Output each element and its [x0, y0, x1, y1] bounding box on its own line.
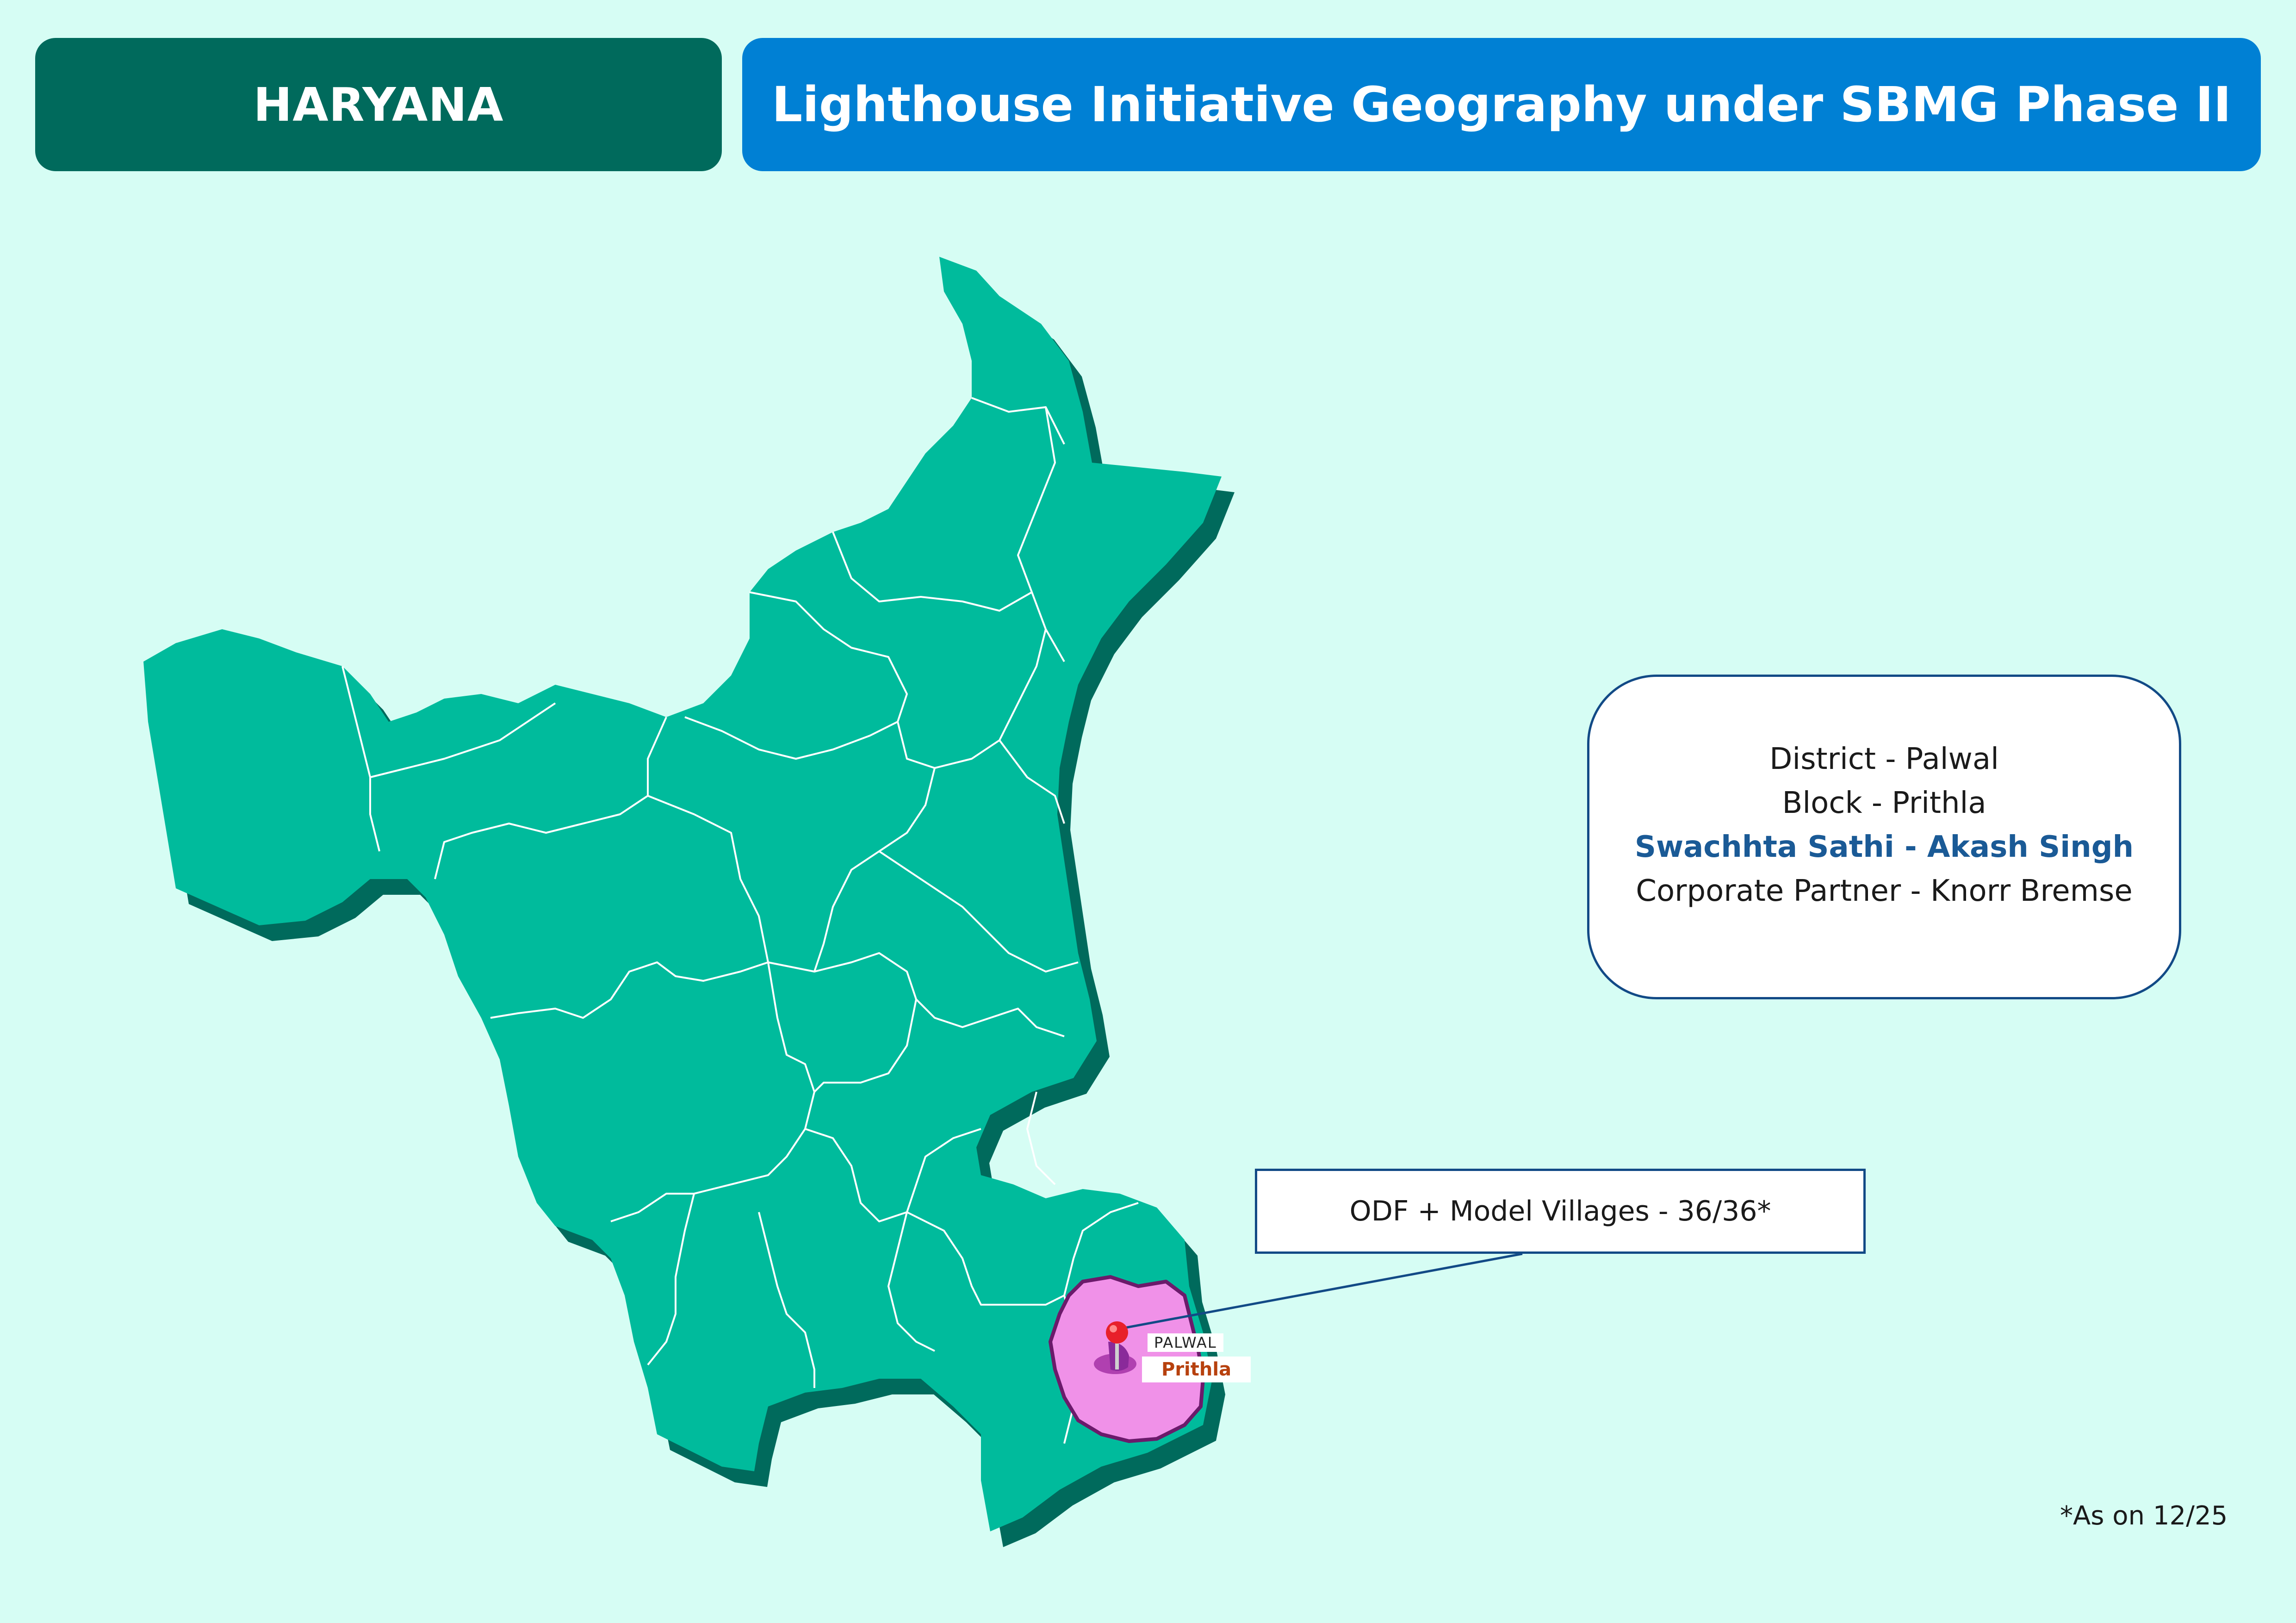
odf-callout-text: ODF + Model Villages - 36/36*: [1349, 1195, 1771, 1227]
state-outline: [143, 257, 1222, 1531]
footnote: *As on 12/25: [2060, 1501, 2228, 1531]
state-title: HARYANA: [253, 77, 504, 132]
district-boundaries: [341, 397, 1139, 1444]
district-info: District - Palwal: [1769, 742, 1999, 776]
district-map-label: PALWAL: [1148, 1333, 1223, 1352]
map-pin-icon: [1094, 1321, 1136, 1374]
block-map-label: Prithla: [1142, 1357, 1251, 1382]
odf-callout-box: ODF + Model Villages - 36/36*: [1255, 1169, 1866, 1254]
page-title-box: Lighthouse Initiative Geography under SB…: [742, 38, 2261, 171]
info-card: District - Palwal Block - Prithla Swachh…: [1587, 675, 2181, 999]
swachhta-sathi-info: Swachhta Sathi - Akash Singh: [1634, 830, 2134, 864]
page-title: Lighthouse Initiative Geography under SB…: [771, 76, 2232, 133]
callout-leader-line: [1119, 1252, 1523, 1330]
block-info: Block - Prithla: [1782, 786, 1986, 820]
corporate-partner-info: Corporate Partner - Knorr Bremse: [1636, 874, 2133, 908]
state-title-box: HARYANA: [35, 38, 722, 171]
